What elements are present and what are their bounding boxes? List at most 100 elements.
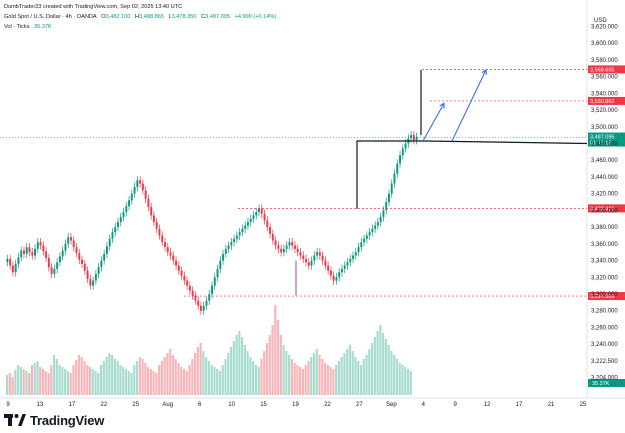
volume-bar [138, 357, 141, 395]
x-tick-label: Sep [386, 402, 397, 408]
volume-bar [304, 365, 307, 395]
time-axis[interactable]: 9 13 17 22 25 Aug 6 10 15 19 22 27 Sep 4 9 12 17 21 25 [6, 402, 587, 408]
y-tick-label: 3,560.000 [591, 75, 618, 81]
volume-bar [271, 325, 274, 395]
tradingview-logo[interactable]: TradingView [4, 410, 104, 430]
open-value: 3,482.100 [105, 14, 131, 20]
volume-bar [321, 359, 324, 395]
candle [17, 253, 20, 269]
price-axis[interactable]: 3,204.000 3,222.500 3,240.000 3,260.000 3,28… [591, 24, 618, 381]
candle [357, 242, 360, 257]
x-tick-label: 17 [516, 402, 523, 408]
projection-arrow[interactable] [451, 68, 487, 142]
volume-bar [122, 367, 125, 395]
level-badge [588, 65, 625, 74]
candle [305, 254, 307, 267]
candle [365, 231, 368, 243]
level-badge-label: 3,402.416 [590, 206, 614, 212]
volume-bar [301, 369, 305, 395]
volume-label[interactable]: Vol · Ticks [4, 24, 30, 30]
volume-bar [398, 363, 401, 395]
candle [155, 217, 158, 233]
countdown-label: 01:19:19 [590, 141, 611, 147]
y-tick-label: 3,600.000 [591, 41, 618, 47]
publisher-line: DumbTrader23 created with TradingView.co… [4, 4, 185, 10]
volume-bar [69, 373, 72, 395]
candle [144, 186, 147, 203]
volume-bar [362, 359, 365, 395]
volume-bar [404, 367, 407, 395]
volume-bar [395, 359, 399, 395]
candle [310, 256, 313, 270]
volume-bar [370, 343, 374, 395]
candle [161, 231, 164, 247]
y-tick-label: 3,300.000 [591, 292, 618, 298]
candle [393, 169, 396, 188]
volume-bar [393, 355, 396, 395]
volume-bar [119, 365, 122, 395]
volume-bar [53, 355, 56, 395]
x-tick-label: 25 [580, 402, 587, 408]
level-badge-label: 3,530.862 [590, 99, 614, 105]
volume-bar [235, 335, 238, 395]
candle [164, 237, 166, 252]
candle [354, 248, 357, 260]
candle [78, 248, 81, 264]
y-tick-label: 3,540.000 [591, 91, 618, 97]
volume-bar [72, 365, 75, 395]
projection-arrow[interactable] [422, 102, 445, 142]
support-resistance-line[interactable] [356, 140, 588, 209]
candle [299, 248, 302, 260]
candle [329, 266, 332, 280]
symbol-title[interactable]: Gold Spot / U.S. Dollar · 4h · OANDA [4, 14, 97, 20]
volume-bar [312, 353, 316, 395]
candle [119, 212, 122, 227]
y-tick-label: 3,320.000 [591, 275, 618, 281]
volume-bar [379, 325, 382, 395]
trendline-drawings [295, 68, 588, 296]
candle [238, 227, 241, 240]
current-price-label: 3,487.095 [590, 135, 614, 141]
volume-bar [113, 359, 117, 395]
volume-bar [315, 349, 318, 395]
level-badge [588, 204, 625, 213]
volume-bar [205, 357, 208, 395]
volume-bar [28, 373, 31, 395]
volume-bar [348, 345, 352, 395]
volume-bar [6, 375, 9, 395]
candle [202, 301, 205, 315]
candle [172, 251, 175, 265]
candle [208, 289, 211, 305]
volume-bar [171, 355, 175, 395]
candle [92, 276, 95, 290]
candle [227, 241, 230, 254]
volume-bar [36, 361, 39, 395]
candle [61, 246, 64, 261]
candle [103, 249, 106, 265]
volume-bar [368, 349, 371, 395]
candle [399, 151, 401, 168]
candle [263, 209, 266, 225]
x-tick-label: 6 [198, 402, 202, 408]
candle [186, 276, 189, 290]
candle [302, 251, 305, 264]
volume-bar [332, 369, 335, 395]
candle [216, 264, 219, 282]
volume-bar [116, 361, 119, 395]
candle [75, 242, 78, 258]
y-tick-label: 3,260.000 [591, 325, 618, 331]
volume-bar [155, 373, 158, 395]
candle [230, 237, 233, 250]
candle [293, 241, 296, 254]
horizontal-levels: 3,568.605 3,530.862 3,402.416 3,297.569 3,48… [0, 65, 625, 387]
candle [385, 197, 388, 215]
volume-bar [238, 331, 241, 395]
open-label: O [101, 14, 106, 20]
x-tick-label: 17 [69, 402, 76, 408]
candle [249, 214, 252, 227]
volume-bar [376, 331, 379, 395]
volume-bar [265, 343, 269, 395]
y-tick-label: 3,240.000 [591, 342, 618, 348]
volume-bar [41, 369, 45, 395]
